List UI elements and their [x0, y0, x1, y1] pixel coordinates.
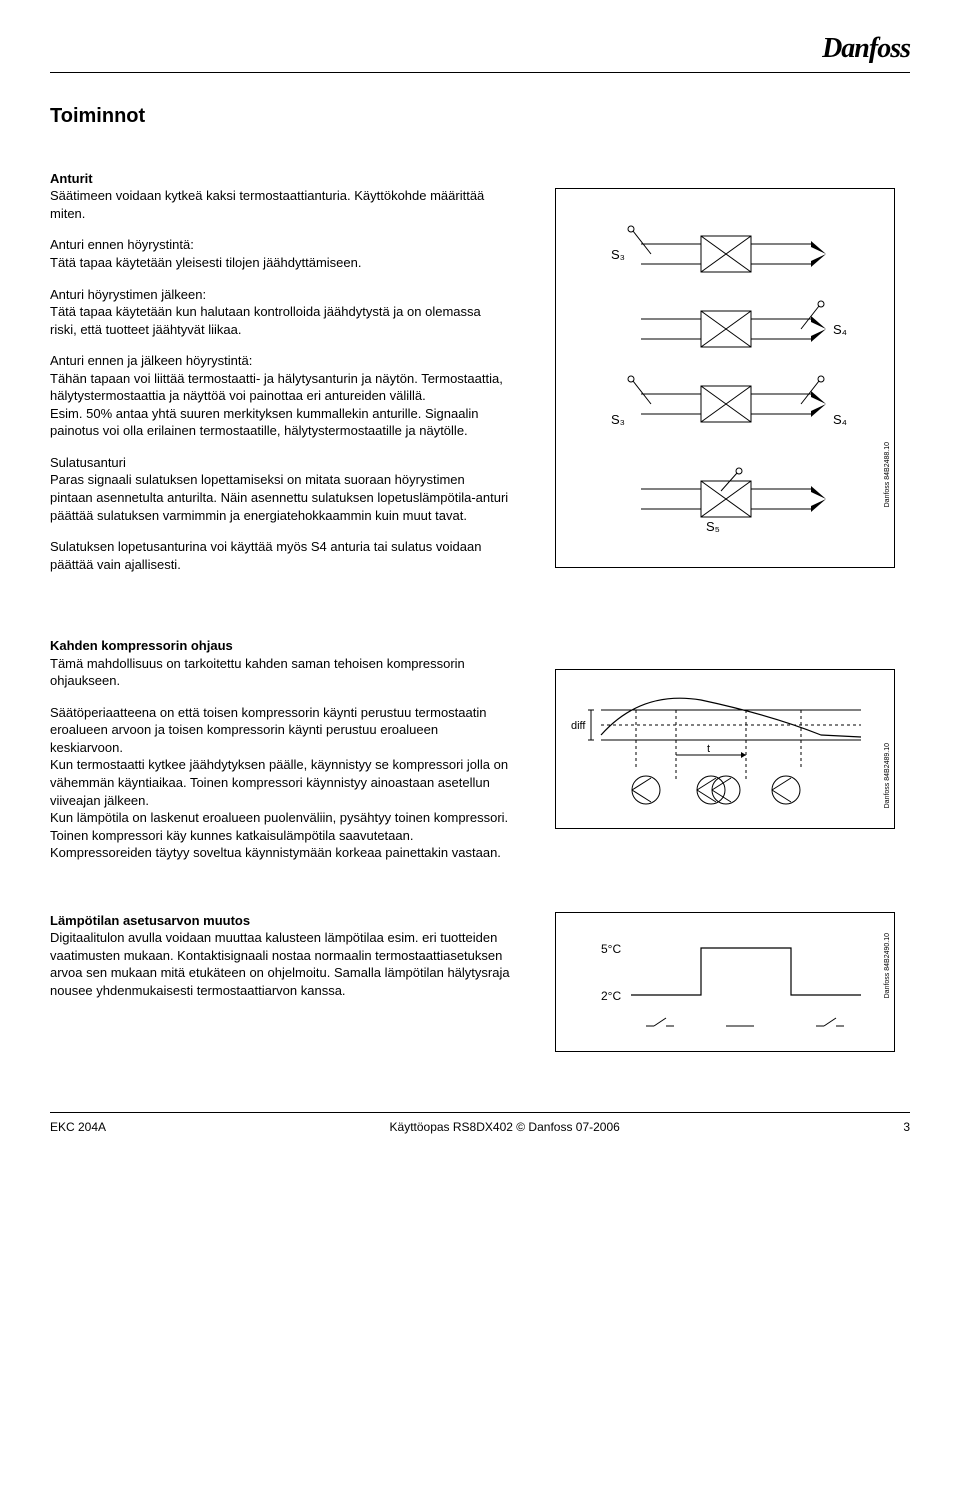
diagram-caption-3: Danfoss 84B2490.10 [883, 933, 892, 998]
text-s2p2: Säätöperiaatteena on että toisen kompres… [50, 704, 510, 757]
label-2c: 2°C [601, 989, 621, 1003]
text-s3p1: Digitaalitulon avulla voidaan muuttaa ka… [50, 930, 510, 998]
diagram-column: diff t [540, 637, 910, 862]
text-p6: Sulatuksen lopetusanturina voi käyttää m… [50, 539, 481, 572]
diagram-caption-2: Danfoss 84B2489.10 [883, 743, 892, 808]
label-s4: S₄ [833, 322, 847, 337]
label-s4b: S₄ [833, 412, 847, 427]
diagram-column: 5°C 2°C [540, 912, 910, 1052]
label-s5: S₅ [706, 519, 720, 534]
text-p2a: Anturi ennen höyrystintä: [50, 237, 194, 252]
label-5c: 5°C [601, 942, 621, 956]
heading-setpoint: Lämpötilan asetusarvon muutos [50, 913, 250, 928]
text-p5a: Sulatusanturi [50, 455, 126, 470]
brand-logo: Danfoss [50, 30, 910, 72]
section-setpoint: Lämpötilan asetusarvon muutos Digitaalit… [50, 912, 910, 1052]
diagram-column: S₃ S₄ [540, 170, 910, 587]
setpoint-diagram-svg: 5°C 2°C [571, 928, 881, 1038]
text-column: Lämpötilan asetusarvon muutos Digitaalit… [50, 912, 510, 1052]
text-s2p3: Kun termostaatti kytkee jäähdytyksen pää… [50, 756, 510, 809]
text-s2p5: Toinen kompressori käy kunnes katkaisulä… [50, 827, 510, 862]
label-diff: diff [571, 720, 586, 732]
text-p2b: Tätä tapaa käytetään yleisesti tilojen j… [50, 255, 361, 270]
text-p1: Säätimeen voidaan kytkeä kaksi termostaa… [50, 188, 484, 221]
page-footer: EKC 204A Käyttöopas RS8DX402 © Danfoss 0… [50, 1119, 910, 1135]
footer-left: EKC 204A [50, 1119, 106, 1135]
top-divider [50, 72, 910, 73]
diagram-caption-1: Danfoss 84B2488.10 [883, 442, 892, 507]
page-title: Toiminnot [50, 103, 910, 130]
footer-divider [50, 1112, 910, 1119]
footer-right: 3 [903, 1119, 910, 1135]
text-s2p4: Kun lämpötila on laskenut eroalueen puol… [50, 809, 510, 827]
text-column: Anturit Säätimeen voidaan kytkeä kaksi t… [50, 170, 510, 587]
text-p4b: Tähän tapaan voi liittää termostaatti- j… [50, 371, 503, 404]
sensor-diagram-box: S₃ S₄ [555, 188, 895, 568]
text-p4c: Esim. 50% antaa yhtä suuren merkityksen … [50, 406, 478, 439]
heading-compressor: Kahden kompressorin ohjaus [50, 638, 233, 653]
setpoint-diagram-box: 5°C 2°C [555, 912, 895, 1052]
sensor-diagram-svg: S₃ S₄ [571, 204, 881, 554]
heading-anturit: Anturit [50, 171, 93, 186]
text-column: Kahden kompressorin ohjaus Tämä mahdolli… [50, 637, 510, 862]
label-s3b: S₃ [611, 412, 625, 427]
text-s2p1: Tämä mahdollisuus on tarkoitettu kahden … [50, 656, 465, 689]
text-p5b: Paras signaali sulatuksen lopettamiseksi… [50, 472, 508, 522]
compressor-diagram-svg: diff t [571, 685, 881, 815]
text-p4a: Anturi ennen ja jälkeen höyrystintä: [50, 353, 252, 368]
label-t: t [707, 743, 710, 755]
section-compressor: Kahden kompressorin ohjaus Tämä mahdolli… [50, 637, 910, 862]
footer-center: Käyttöopas RS8DX402 © Danfoss 07-2006 [390, 1119, 620, 1135]
compressor-diagram-box: diff t [555, 669, 895, 829]
text-p3b: Tätä tapaa käytetään kun halutaan kontro… [50, 304, 481, 337]
label-s3: S₃ [611, 247, 625, 262]
text-p3a: Anturi höyrystimen jälkeen: [50, 287, 206, 302]
section-anturit: Anturit Säätimeen voidaan kytkeä kaksi t… [50, 170, 910, 587]
